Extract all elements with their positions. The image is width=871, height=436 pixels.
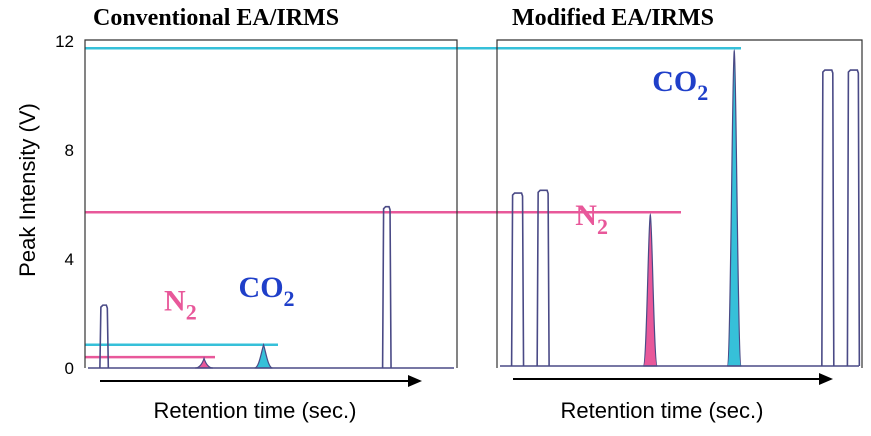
reference-peak (536, 189, 550, 367)
reference-peak (510, 192, 525, 367)
arrow-head-icon (408, 375, 422, 387)
y-tick-label: 12 (55, 32, 74, 51)
x-axis-label-conventional: Retention time (sec.) (154, 398, 357, 423)
species-label-base: CO (239, 271, 284, 304)
reference-peak (821, 69, 835, 367)
reference-peak (99, 304, 110, 369)
species-label-subscript: 2 (597, 214, 608, 239)
species-label-base: CO (652, 65, 697, 98)
arrow-head-icon (819, 373, 833, 385)
species-label-subscript: 2 (186, 299, 197, 324)
species-label-base: N (164, 284, 186, 317)
panel-frame (84, 39, 458, 368)
y-axis-label: Peak Intensity (V) (15, 103, 40, 277)
species-label-base: N (575, 199, 597, 232)
species-label-subscript: 2 (284, 286, 295, 311)
reference-peak (381, 205, 392, 369)
y-tick-label: 8 (65, 141, 74, 160)
species-label-subscript: 2 (697, 80, 708, 105)
x-axis-label-modified: Retention time (sec.) (561, 398, 764, 423)
panel-title-conventional: Conventional EA/IRMS (93, 5, 339, 31)
reference-peak (846, 69, 861, 367)
peak-n2 (642, 212, 658, 367)
species-label-n2: N2 (164, 284, 197, 324)
panel-frame (496, 39, 863, 368)
peak-n2 (194, 356, 214, 369)
peak-co2 (726, 48, 742, 367)
species-label-n2: N2 (575, 199, 608, 239)
y-tick-label: 0 (65, 359, 74, 378)
panel-title-modified: Modified EA/IRMS (512, 5, 714, 31)
y-tick-label: 4 (65, 250, 74, 269)
species-label-co2: CO2 (239, 271, 295, 311)
peak-co2 (254, 342, 273, 369)
species-label-co2: CO2 (652, 65, 708, 105)
